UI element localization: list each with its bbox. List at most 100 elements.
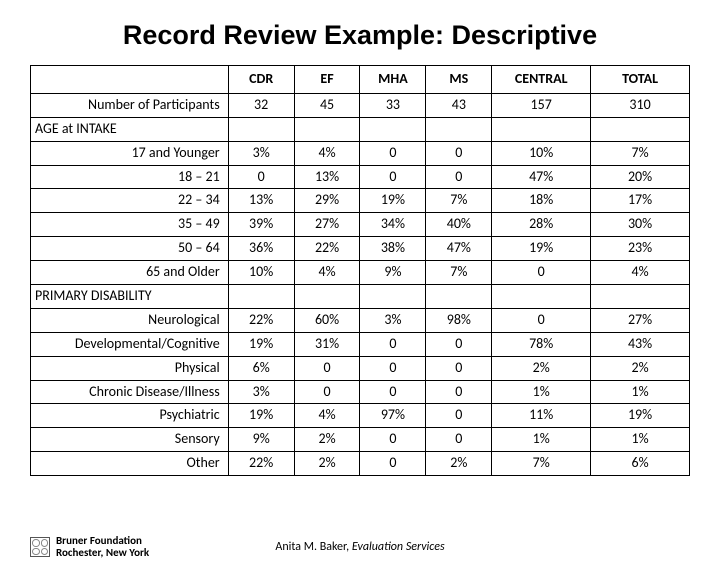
data-cell: 29% xyxy=(294,189,360,213)
data-cell: 6% xyxy=(228,356,294,380)
data-cell: 17% xyxy=(591,189,690,213)
data-cell: 4% xyxy=(294,141,360,165)
data-cell: 22% xyxy=(294,237,360,261)
data-cell: 47% xyxy=(492,165,591,189)
data-cell: 43% xyxy=(591,332,690,356)
table-row: Number of Participants32453343157310 xyxy=(31,93,690,117)
data-cell: 0 xyxy=(294,356,360,380)
data-cell: 0 xyxy=(360,356,426,380)
table-row: Chronic Disease/Illness3%0001%1% xyxy=(31,380,690,404)
footer-author: Anita M. Baker, xyxy=(275,540,352,554)
col-header: TOTAL xyxy=(591,66,690,94)
data-cell: 0 xyxy=(426,165,492,189)
empty-cell xyxy=(294,117,360,141)
data-cell: 0 xyxy=(426,356,492,380)
data-cell: 1% xyxy=(591,428,690,452)
empty-cell xyxy=(294,285,360,309)
data-cell: 0 xyxy=(426,380,492,404)
row-label: Developmental/Cognitive xyxy=(31,332,229,356)
table-row: Psychiatric19%4%97%011%19% xyxy=(31,404,690,428)
footer: Bruner Foundation Rochester, New York An… xyxy=(30,535,690,560)
table-row: AGE at INTAKE xyxy=(31,117,690,141)
data-cell: 10% xyxy=(492,141,591,165)
data-cell: 1% xyxy=(591,380,690,404)
data-cell: 2% xyxy=(294,452,360,476)
data-cell: 36% xyxy=(228,237,294,261)
data-cell: 0 xyxy=(360,452,426,476)
table-row: 50 – 6436%22%38%47%19%23% xyxy=(31,237,690,261)
data-cell: 310 xyxy=(591,93,690,117)
data-cell: 33 xyxy=(360,93,426,117)
section-label: PRIMARY DISABILITY xyxy=(31,285,229,309)
data-cell: 157 xyxy=(492,93,591,117)
data-cell: 7% xyxy=(426,261,492,285)
data-cell: 18% xyxy=(492,189,591,213)
data-cell: 2% xyxy=(591,356,690,380)
data-cell: 28% xyxy=(492,213,591,237)
data-cell: 19% xyxy=(492,237,591,261)
table-row: Neurological22%60%3%98%027% xyxy=(31,308,690,332)
data-cell: 13% xyxy=(228,189,294,213)
empty-cell xyxy=(360,285,426,309)
data-cell: 43 xyxy=(426,93,492,117)
row-label: Physical xyxy=(31,356,229,380)
data-cell: 60% xyxy=(294,308,360,332)
col-header: MHA xyxy=(360,66,426,94)
data-cell: 9% xyxy=(228,428,294,452)
data-cell: 34% xyxy=(360,213,426,237)
data-cell: 45 xyxy=(294,93,360,117)
data-cell: 0 xyxy=(426,332,492,356)
empty-cell xyxy=(591,285,690,309)
data-cell: 0 xyxy=(360,141,426,165)
empty-cell xyxy=(228,285,294,309)
data-cell: 2% xyxy=(426,452,492,476)
data-cell: 98% xyxy=(426,308,492,332)
data-cell: 7% xyxy=(426,189,492,213)
table-row: Developmental/Cognitive19%31%0078%43% xyxy=(31,332,690,356)
table-row: Physical6%0002%2% xyxy=(31,356,690,380)
data-cell: 3% xyxy=(360,308,426,332)
row-label: Number of Participants xyxy=(31,93,229,117)
data-cell: 30% xyxy=(591,213,690,237)
data-cell: 2% xyxy=(492,356,591,380)
data-cell: 1% xyxy=(492,428,591,452)
table-row: Other22%2%02%7%6% xyxy=(31,452,690,476)
section-label: AGE at INTAKE xyxy=(31,117,229,141)
table-row: Sensory9%2%001%1% xyxy=(31,428,690,452)
row-label: 65 and Older xyxy=(31,261,229,285)
data-cell: 40% xyxy=(426,213,492,237)
empty-cell xyxy=(426,285,492,309)
data-cell: 0 xyxy=(426,141,492,165)
data-cell: 6% xyxy=(591,452,690,476)
data-cell: 27% xyxy=(591,308,690,332)
table-header-row: CDREFMHAMSCENTRALTOTAL xyxy=(31,66,690,94)
row-label: Sensory xyxy=(31,428,229,452)
data-cell: 22% xyxy=(228,452,294,476)
col-header: MS xyxy=(426,66,492,94)
data-cell: 10% xyxy=(228,261,294,285)
table-row: 17 and Younger3%4%0010%7% xyxy=(31,141,690,165)
row-label: 35 – 49 xyxy=(31,213,229,237)
data-cell: 23% xyxy=(591,237,690,261)
data-cell: 0 xyxy=(360,428,426,452)
data-cell: 27% xyxy=(294,213,360,237)
row-label: 18 – 21 xyxy=(31,165,229,189)
col-header: EF xyxy=(294,66,360,94)
footer-author-org: Evaluation Services xyxy=(352,540,445,554)
data-cell: 32 xyxy=(228,93,294,117)
row-label: 17 and Younger xyxy=(31,141,229,165)
empty-cell xyxy=(591,117,690,141)
data-table: CDREFMHAMSCENTRALTOTAL Number of Partici… xyxy=(30,65,690,476)
data-cell: 0 xyxy=(294,380,360,404)
data-cell: 2% xyxy=(294,428,360,452)
data-cell: 39% xyxy=(228,213,294,237)
table-row: 22 – 3413%29%19%7%18%17% xyxy=(31,189,690,213)
row-label: Other xyxy=(31,452,229,476)
row-label: 22 – 34 xyxy=(31,189,229,213)
data-cell: 38% xyxy=(360,237,426,261)
data-cell: 11% xyxy=(492,404,591,428)
empty-cell xyxy=(426,117,492,141)
data-cell: 97% xyxy=(360,404,426,428)
data-cell: 4% xyxy=(294,404,360,428)
table-row: 18 – 21013%0047%20% xyxy=(31,165,690,189)
